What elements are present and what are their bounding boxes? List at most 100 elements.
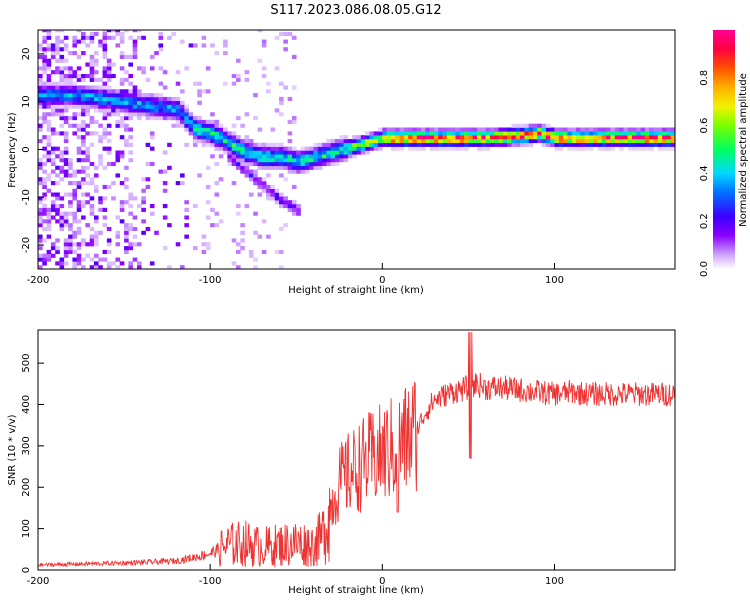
spectrogram-cell: [266, 89, 271, 94]
spectrogram-cell: [416, 127, 422, 132]
spectrogram-cell: [98, 154, 103, 159]
spectrogram-cell: [528, 131, 534, 136]
spectrogram-cell: [81, 31, 86, 37]
spectrogram-cell: [231, 238, 237, 243]
spectrogram-cell: [266, 158, 271, 163]
spectrogram-cell: [85, 43, 90, 48]
spectrogram-cell: [115, 123, 121, 128]
spectrogram-cell: [72, 70, 78, 75]
spectrogram-cell: [162, 100, 168, 105]
spectrogram-cell: [167, 108, 172, 113]
spectrogram-cell: [102, 39, 108, 44]
spectrogram-x-axis-label: Height of straight line (km): [288, 285, 424, 296]
spectrogram-cell: [128, 81, 133, 86]
spectrogram-cell: [266, 81, 271, 86]
spectrogram-cell: [223, 127, 228, 132]
colorbar-label: Normalized spectral amplitude: [738, 73, 749, 227]
spectrogram-cell: [210, 112, 215, 117]
spectrogram-cell: [511, 142, 517, 147]
spectrogram-cell: [102, 70, 108, 75]
spectrogram-cell: [227, 161, 232, 167]
spectrogram-cell: [223, 138, 228, 144]
spectrogram-cell: [197, 100, 202, 105]
spectrogram-cell: [223, 43, 228, 48]
spectrogram-cell: [128, 135, 133, 140]
spectrogram-cell: [184, 116, 189, 121]
spectrogram-cell: [408, 131, 413, 136]
spectrogram-cell: [59, 265, 65, 269]
spectrogram-cell: [72, 265, 78, 269]
spectrogram-cell: [520, 123, 525, 128]
spectrogram-cell: [102, 85, 108, 90]
spectrogram-cell: [55, 85, 60, 90]
spectrogram-cell: [141, 112, 146, 117]
spectrogram-cell: [309, 150, 314, 155]
spectrogram-cell: [63, 261, 69, 266]
spectrogram-cell: [218, 142, 224, 147]
spectrogram-cell: [145, 226, 151, 232]
spectrogram-cell: [175, 96, 181, 102]
spectrogram-cell: [136, 30, 142, 33]
spectrogram-cell: [261, 39, 267, 44]
spectrogram-cell: [106, 85, 112, 90]
spectrogram-cell: [666, 138, 671, 144]
spectrogram-cell: [356, 135, 362, 140]
spectrogram-cell: [240, 169, 245, 174]
spectrogram-cell: [149, 261, 155, 266]
spectrogram-cell: [365, 138, 370, 144]
spectrogram-cell: [322, 154, 327, 159]
spectrogram-cell: [498, 138, 504, 144]
spectrogram-cell: [38, 265, 43, 269]
spectrogram-cell: [115, 257, 121, 262]
spectrogram-cell: [119, 54, 125, 59]
spectrogram-cell: [244, 112, 250, 117]
spectrogram-cell: [619, 131, 624, 136]
spectrogram-cell: [119, 104, 125, 109]
spectrogram-cell: [106, 30, 112, 33]
spectrogram-cell: [390, 135, 396, 140]
spectrogram-cell: [300, 161, 306, 167]
y-tick-label: 20: [21, 48, 32, 61]
spectrogram-cell: [141, 188, 146, 193]
spectrogram-cell: [81, 242, 86, 247]
spectrogram-cell: [197, 131, 202, 136]
spectrogram-cell: [266, 234, 271, 239]
spectrogram-cell: [158, 108, 164, 113]
spectrogram-cell: [136, 261, 142, 266]
spectrogram-cell: [274, 158, 280, 163]
spectrogram-cell: [253, 146, 258, 151]
spectrogram-cell: [378, 135, 383, 140]
spectrogram-cell: [171, 112, 177, 117]
spectrogram-cell: [119, 81, 125, 86]
spectrogram-cell: [68, 123, 73, 128]
spectrogram-cell: [218, 219, 224, 224]
spectrogram-cell: [68, 238, 73, 243]
spectrogram-cell: [606, 142, 611, 147]
spectrogram-cell: [296, 161, 301, 167]
spectrogram-cell: [59, 77, 65, 82]
spectrogram-cell: [68, 203, 73, 209]
spectrogram-cell: [50, 54, 56, 59]
spectrogram-cell: [412, 131, 418, 136]
spectrogram-cell: [68, 173, 73, 178]
spectrogram-cell: [59, 112, 65, 117]
spectrogram-cell: [158, 96, 164, 102]
spectrogram-cell: [210, 43, 215, 48]
spectrogram-cell: [46, 234, 52, 239]
spectrogram-cell: [141, 177, 146, 182]
spectrogram-cell: [300, 165, 306, 170]
spectrogram-cell: [149, 104, 155, 109]
spectrogram-cell: [227, 146, 232, 151]
spectrogram-cell: [567, 142, 572, 147]
spectrogram-cell: [119, 93, 125, 98]
spectrogram-cell: [63, 119, 69, 124]
spectrogram-cell: [85, 85, 90, 90]
spectrogram-cell: [558, 131, 564, 136]
spectrogram-cell: [279, 96, 284, 102]
spectrogram-cell: [158, 112, 164, 117]
spectrogram-cell: [124, 184, 129, 189]
spectrogram-cell: [197, 173, 202, 178]
spectrogram-cell: [317, 154, 323, 159]
spectrogram-cell: [425, 138, 430, 144]
